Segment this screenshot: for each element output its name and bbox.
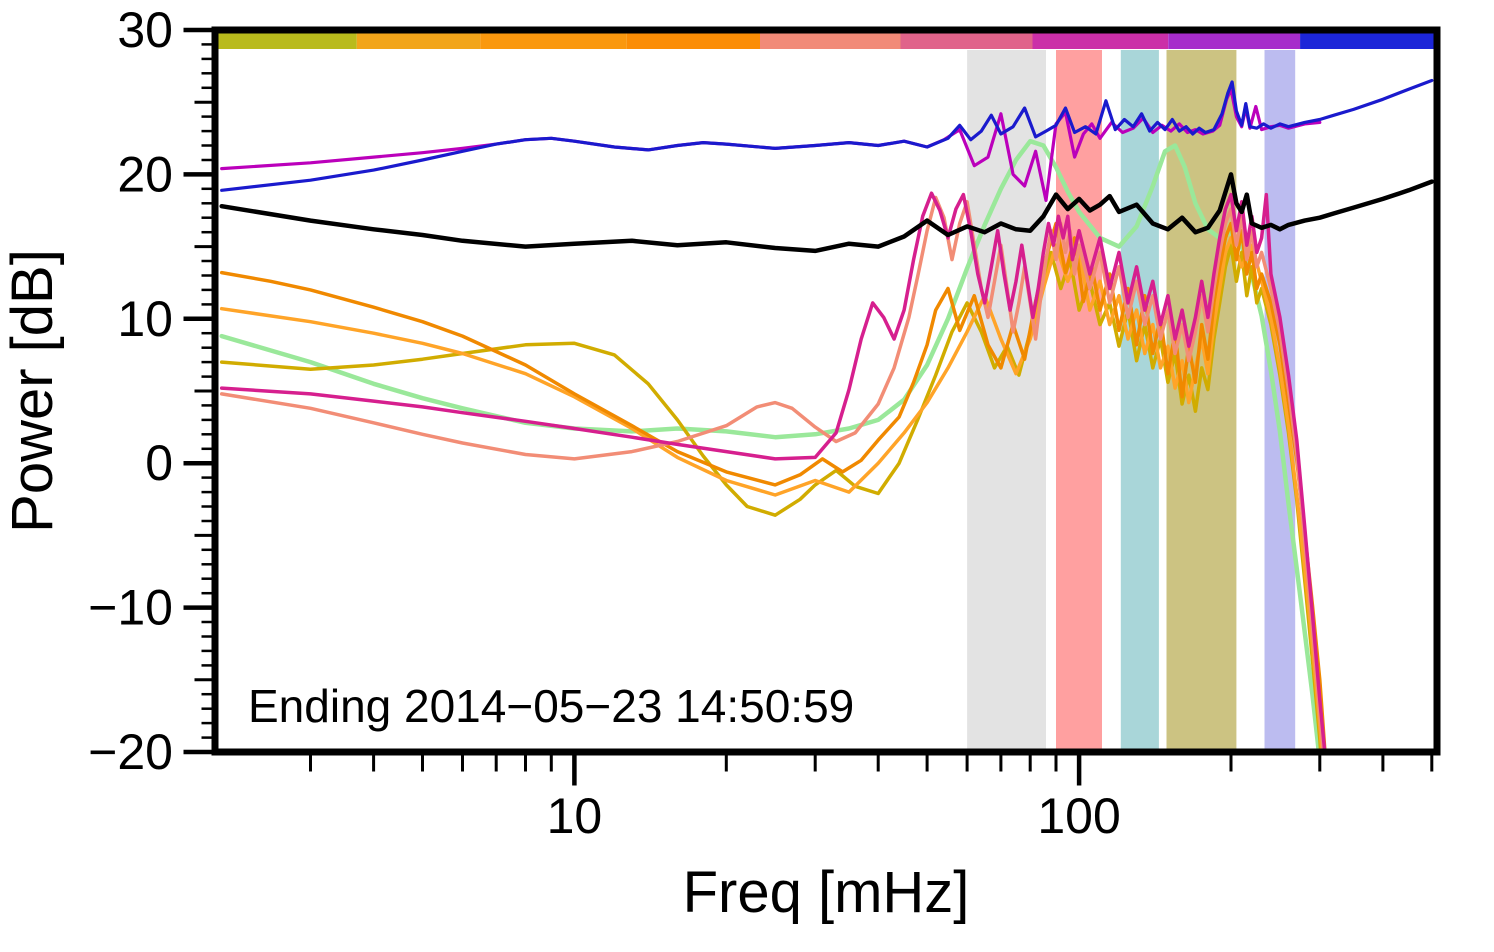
y-tick-label--20: −20 bbox=[88, 724, 173, 780]
y-tick-label-20: 20 bbox=[117, 146, 173, 202]
y-tick-label-0: 0 bbox=[145, 435, 173, 491]
colorbar-segment-dark-orange bbox=[626, 33, 760, 49]
colorbar-segment-rose bbox=[900, 33, 1033, 49]
y-tick-label-10: 10 bbox=[117, 291, 173, 347]
colorbar-segment-magenta bbox=[1032, 33, 1169, 49]
y-tick-label--10: −10 bbox=[88, 580, 173, 636]
x-tick-label-10: 10 bbox=[547, 788, 603, 844]
colorbar-segment-amber bbox=[356, 33, 481, 49]
annotation-ending-time: Ending 2014−05−23 14:50:59 bbox=[248, 680, 854, 732]
series-black bbox=[219, 172, 1435, 254]
band-teal bbox=[1120, 50, 1159, 749]
axis-ticks bbox=[183, 27, 1434, 786]
frequency-colorbar bbox=[215, 33, 1437, 49]
y-tick-label-30: 30 bbox=[117, 2, 173, 58]
x-tick-label-100: 100 bbox=[1037, 788, 1120, 844]
colorbar-segment-yellow-green bbox=[215, 33, 357, 49]
colorbar-segment-purple bbox=[1168, 33, 1301, 49]
x-axis-title: Freq [mHz] bbox=[683, 860, 970, 925]
band-red bbox=[1056, 50, 1102, 749]
plot-frame bbox=[211, 26, 1441, 756]
y-axis-title: Power [dB] bbox=[0, 249, 65, 533]
spectra-curves bbox=[219, 78, 1435, 752]
band-olive bbox=[1166, 50, 1237, 749]
band-gray bbox=[967, 50, 1046, 749]
colorbar-segment-blue bbox=[1300, 33, 1437, 49]
colorbar-segment-orange bbox=[480, 33, 627, 49]
colorbar-segment-salmon bbox=[760, 33, 901, 49]
series-blue-upper bbox=[220, 78, 1434, 192]
